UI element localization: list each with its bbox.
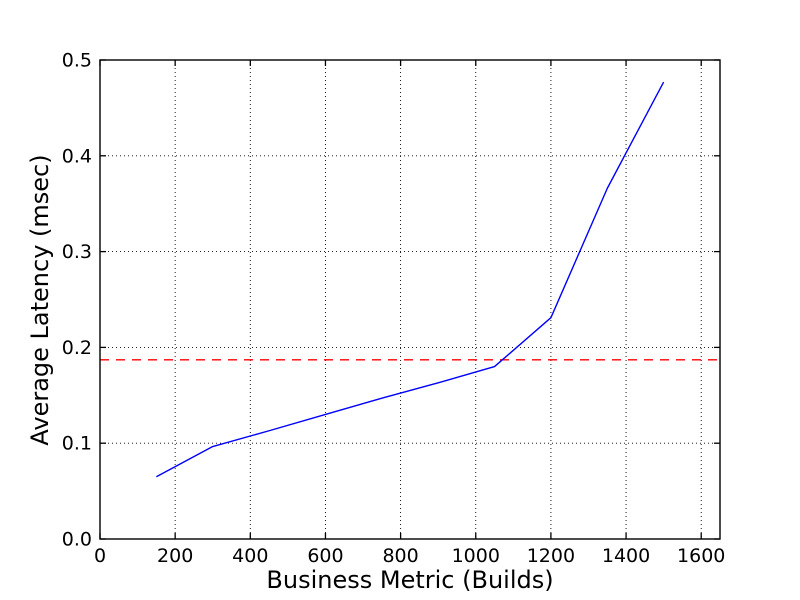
y-tick-label: 0.3 xyxy=(62,241,92,263)
x-tick-label: 1600 xyxy=(677,545,725,567)
y-axis-label: Average Latency (msec) xyxy=(26,154,54,445)
x-tick-label: 800 xyxy=(382,545,418,567)
x-tick-label: 1400 xyxy=(602,545,650,567)
x-tick-label: 400 xyxy=(232,545,268,567)
axes-layer xyxy=(99,59,721,540)
average-latency-line xyxy=(156,81,665,478)
grid-layer xyxy=(99,59,720,540)
plot-border xyxy=(99,59,721,540)
y-tick-label: 0.4 xyxy=(62,145,92,167)
x-tick-label: 1000 xyxy=(452,545,500,567)
x-tick-label: 1200 xyxy=(527,545,575,567)
tick-label-layer: 0 200 400 600 800 1000 1200 1400 1600 0.0 0.1 0.2 0.… xyxy=(62,50,726,568)
y-tick-label: 0.0 xyxy=(62,529,92,551)
y-tick-label: 0.5 xyxy=(62,50,92,72)
x-axis-label: Business Metric (Builds) xyxy=(266,566,553,594)
y-tick-label: 0.2 xyxy=(62,337,92,359)
y-tick-label: 0.1 xyxy=(62,433,92,455)
x-tick-label: 200 xyxy=(157,545,193,567)
series-layer xyxy=(100,81,720,478)
x-tick-label: 600 xyxy=(307,545,343,567)
x-tick-label: 0 xyxy=(94,545,106,567)
